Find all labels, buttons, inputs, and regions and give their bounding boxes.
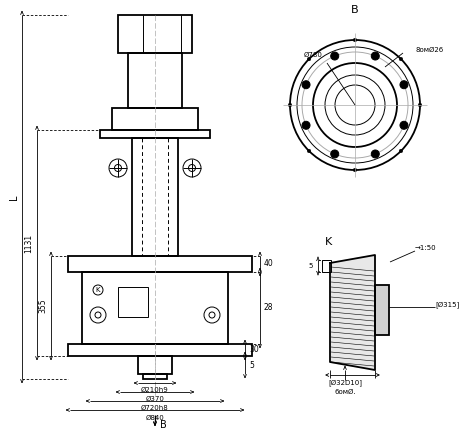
Circle shape: [331, 52, 339, 60]
Text: Ø210h9: Ø210h9: [141, 387, 169, 393]
Text: B: B: [160, 420, 166, 430]
Circle shape: [307, 149, 311, 153]
Circle shape: [302, 81, 310, 89]
Circle shape: [331, 150, 339, 158]
Circle shape: [353, 38, 357, 42]
Bar: [112, 108, 198, 130]
Text: 40: 40: [263, 260, 273, 269]
Circle shape: [399, 149, 403, 153]
Text: Ø370: Ø370: [145, 396, 164, 402]
Bar: [82, 272, 228, 344]
Circle shape: [400, 121, 408, 129]
Text: B: B: [351, 5, 359, 15]
Text: 5: 5: [309, 263, 313, 269]
Text: →1:50: →1:50: [415, 245, 437, 251]
Text: L: L: [9, 194, 19, 200]
Text: [Ø32D10]: [Ø32D10]: [328, 380, 362, 387]
Text: K: K: [96, 287, 100, 293]
Bar: [128, 53, 182, 108]
Circle shape: [400, 81, 408, 89]
Bar: [118, 287, 148, 317]
Text: 5: 5: [250, 360, 254, 369]
Circle shape: [288, 103, 292, 107]
Bar: [68, 344, 252, 356]
Circle shape: [418, 103, 422, 107]
Circle shape: [371, 52, 379, 60]
Bar: [132, 138, 178, 256]
Bar: [138, 356, 172, 374]
Circle shape: [302, 121, 310, 129]
Circle shape: [371, 150, 379, 158]
Text: K: K: [324, 237, 332, 247]
Circle shape: [307, 57, 311, 61]
Text: [Ø315]: [Ø315]: [435, 302, 459, 308]
Text: 355: 355: [39, 299, 48, 313]
Bar: [118, 15, 192, 53]
Bar: [100, 130, 210, 138]
Bar: [68, 256, 252, 272]
Text: 6омØ.: 6омØ.: [334, 389, 356, 395]
Text: 30: 30: [249, 346, 259, 355]
Text: Ø780: Ø780: [303, 52, 322, 58]
Text: 1131: 1131: [25, 233, 34, 253]
Circle shape: [353, 168, 357, 172]
Bar: [143, 374, 167, 379]
Text: Ø720h8: Ø720h8: [141, 405, 169, 411]
Text: 28: 28: [263, 304, 273, 312]
Text: Ø840: Ø840: [146, 415, 164, 421]
Bar: [375, 285, 389, 335]
Bar: [322, 260, 331, 272]
Circle shape: [399, 57, 403, 61]
Text: 8омØ26: 8омØ26: [415, 47, 443, 53]
Polygon shape: [330, 255, 375, 370]
